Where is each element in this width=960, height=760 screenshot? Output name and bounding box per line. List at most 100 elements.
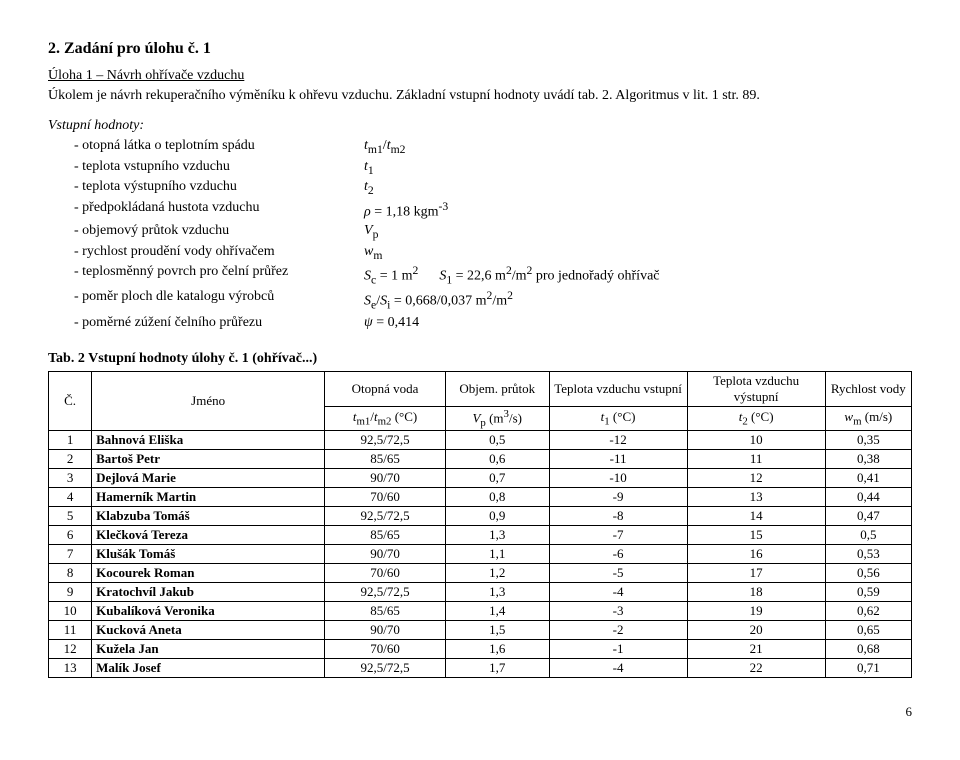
cell-wm: 0,35 [825, 430, 911, 449]
table-row: 13Malík Josef92,5/72,51,7-4220,71 [49, 658, 912, 677]
cell-num: 13 [49, 658, 92, 677]
param-value: Sc = 1 m2 S1 = 22,6 m2/m2 pro jednořadý … [364, 263, 912, 288]
cell-t1: -3 [549, 601, 687, 620]
cell-flow: 0,9 [445, 506, 549, 525]
param-label: - rychlost proudění vody ohřívačem [74, 243, 364, 264]
cell-t1: -9 [549, 487, 687, 506]
cell-num: 3 [49, 468, 92, 487]
cell-water: 92,5/72,5 [325, 430, 446, 449]
cell-flow: 0,6 [445, 449, 549, 468]
cell-t1: -5 [549, 563, 687, 582]
cell-t1: -11 [549, 449, 687, 468]
cell-name: Kucková Aneta [92, 620, 325, 639]
params-title: Vstupní hodnoty: [48, 118, 912, 134]
param-row: - otopná látka o teplotním spádutm1/tm2 [74, 137, 912, 158]
cell-name: Bartoš Petr [92, 449, 325, 468]
cell-water: 92,5/72,5 [325, 658, 446, 677]
table-row: 5Klabzuba Tomáš92,5/72,50,9-8140,47 [49, 506, 912, 525]
cell-t2: 20 [687, 620, 825, 639]
table-row: 11Kucková Aneta90/701,5-2200,65 [49, 620, 912, 639]
cell-t1: -7 [549, 525, 687, 544]
input-params-block: Vstupní hodnoty: - otopná látka o teplot… [48, 118, 912, 333]
param-label: - teplosměnný povrch pro čelní průřez [74, 263, 364, 288]
table-row: 6Klečková Tereza85/651,3-7150,5 [49, 525, 912, 544]
intro-text: Úkolem je návrh rekuperačního výměníku k… [48, 88, 912, 104]
param-label: - poměrné zúžení čelního průřezu [74, 314, 364, 333]
cell-water: 90/70 [325, 620, 446, 639]
param-row: - poměr ploch dle katalogu výrobcůSe/Si … [74, 288, 912, 313]
param-value: Se/Si = 0,668/0,037 m2/m2 [364, 288, 912, 313]
param-value: wm [364, 243, 912, 264]
th-water-top: Otopná voda [325, 371, 446, 406]
cell-t2: 12 [687, 468, 825, 487]
cell-name: Klušák Tomáš [92, 544, 325, 563]
param-label: - poměr ploch dle katalogu výrobců [74, 288, 364, 313]
cell-water: 70/60 [325, 563, 446, 582]
param-value: ψ = 0,414 [364, 314, 912, 333]
cell-t2: 17 [687, 563, 825, 582]
table-row: 4Hamerník Martin70/600,8-9130,44 [49, 487, 912, 506]
cell-name: Klabzuba Tomáš [92, 506, 325, 525]
cell-name: Klečková Tereza [92, 525, 325, 544]
page-number: 6 [48, 704, 912, 720]
cell-num: 10 [49, 601, 92, 620]
cell-t2: 21 [687, 639, 825, 658]
cell-flow: 1,3 [445, 582, 549, 601]
cell-t2: 14 [687, 506, 825, 525]
cell-water: 70/60 [325, 639, 446, 658]
cell-t2: 18 [687, 582, 825, 601]
cell-flow: 1,4 [445, 601, 549, 620]
cell-name: Kubalíková Veronika [92, 601, 325, 620]
param-row: - teplota vstupního vzduchut1 [74, 158, 912, 179]
cell-t1: -12 [549, 430, 687, 449]
cell-wm: 0,68 [825, 639, 911, 658]
param-row: - poměrné zúžení čelního průřezuψ = 0,41… [74, 314, 912, 333]
cell-wm: 0,56 [825, 563, 911, 582]
cell-t1: -4 [549, 582, 687, 601]
cell-wm: 0,47 [825, 506, 911, 525]
cell-t2: 19 [687, 601, 825, 620]
th-water-bot: tm1/tm2 (°C) [325, 406, 446, 430]
cell-flow: 1,5 [445, 620, 549, 639]
cell-name: Kratochvíl Jakub [92, 582, 325, 601]
cell-flow: 1,7 [445, 658, 549, 677]
cell-num: 4 [49, 487, 92, 506]
th-flow-top: Objem. průtok [445, 371, 549, 406]
cell-wm: 0,62 [825, 601, 911, 620]
cell-flow: 0,7 [445, 468, 549, 487]
table-caption: Tab. 2 Vstupní hodnoty úlohy č. 1 (ohřív… [48, 351, 912, 367]
param-label: - předpokládaná hustota vzduchu [74, 199, 364, 223]
cell-wm: 0,53 [825, 544, 911, 563]
cell-t2: 22 [687, 658, 825, 677]
cell-num: 11 [49, 620, 92, 639]
cell-t1: -1 [549, 639, 687, 658]
table-row: 8Kocourek Roman70/601,2-5170,56 [49, 563, 912, 582]
param-row: - rychlost proudění vody ohřívačemwm [74, 243, 912, 264]
param-value: tm1/tm2 [364, 137, 912, 158]
cell-wm: 0,41 [825, 468, 911, 487]
cell-num: 1 [49, 430, 92, 449]
cell-water: 90/70 [325, 544, 446, 563]
cell-water: 90/70 [325, 468, 446, 487]
cell-num: 8 [49, 563, 92, 582]
cell-water: 85/65 [325, 525, 446, 544]
param-label: - teplota výstupního vzduchu [74, 178, 364, 199]
cell-num: 5 [49, 506, 92, 525]
cell-name: Malík Josef [92, 658, 325, 677]
cell-name: Kocourek Roman [92, 563, 325, 582]
th-flow-bot: Vp (m3/s) [445, 406, 549, 430]
cell-wm: 0,44 [825, 487, 911, 506]
param-label: - objemový průtok vzduchu [74, 222, 364, 243]
param-row: - předpokládaná hustota vzduchuρ = 1,18 … [74, 199, 912, 223]
cell-num: 9 [49, 582, 92, 601]
th-number: Č. [49, 371, 92, 430]
cell-wm: 0,5 [825, 525, 911, 544]
th-t2-top: Teplota vzduchu výstupní [687, 371, 825, 406]
cell-name: Hamerník Martin [92, 487, 325, 506]
cell-t1: -2 [549, 620, 687, 639]
cell-t1: -6 [549, 544, 687, 563]
cell-num: 12 [49, 639, 92, 658]
cell-wm: 0,65 [825, 620, 911, 639]
table-row: 10Kubalíková Veronika85/651,4-3190,62 [49, 601, 912, 620]
cell-wm: 0,38 [825, 449, 911, 468]
